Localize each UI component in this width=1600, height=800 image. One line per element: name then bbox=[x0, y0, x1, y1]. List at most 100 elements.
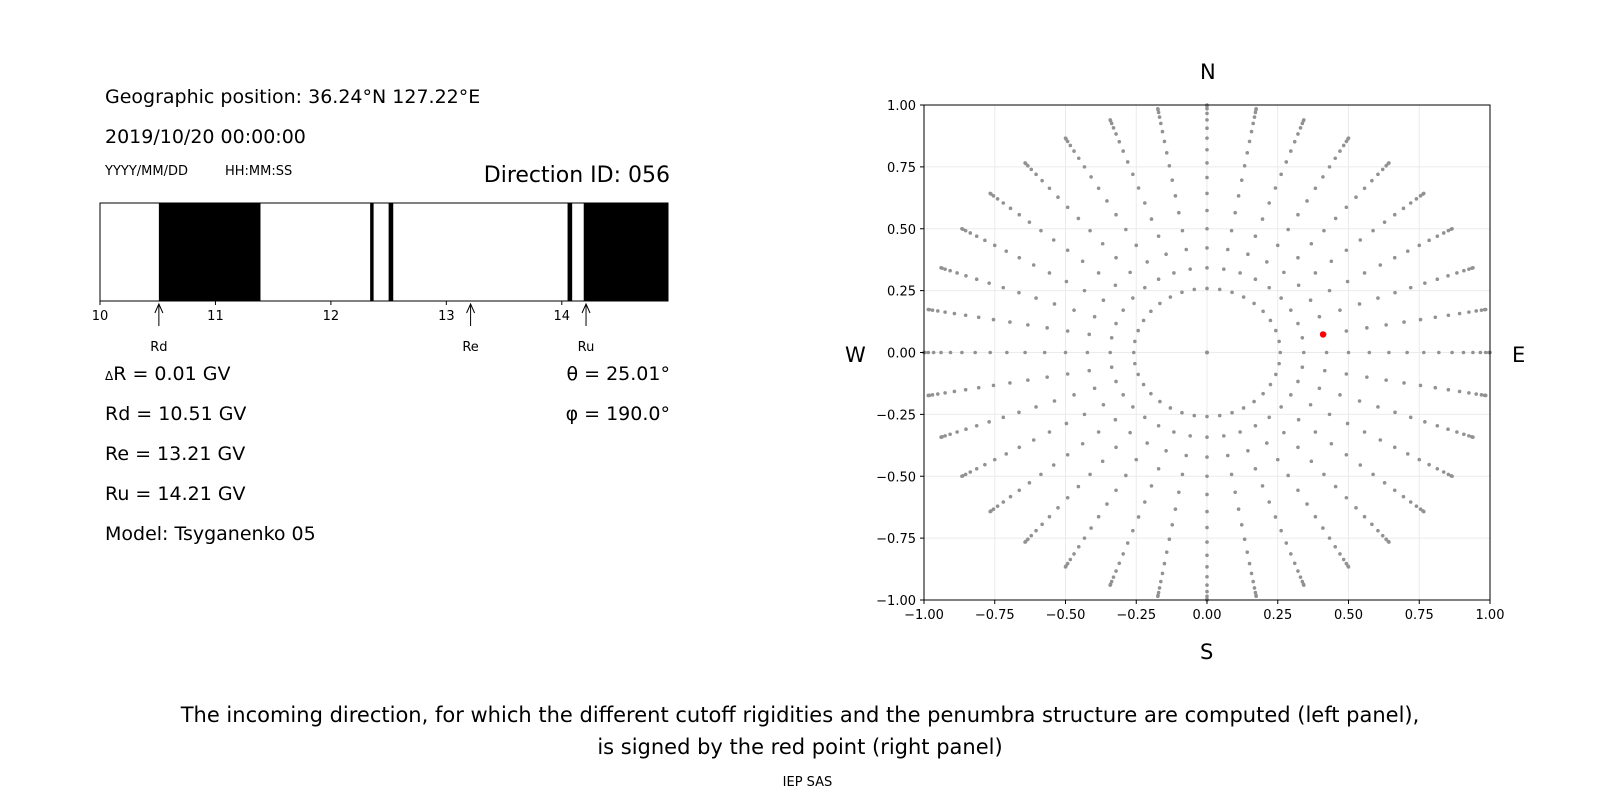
grid-point bbox=[1133, 339, 1137, 344]
delta-r-text: R = 0.01 GV bbox=[113, 363, 231, 385]
grid-point bbox=[1023, 540, 1027, 544]
grid-point bbox=[1205, 136, 1209, 140]
grid-point bbox=[1305, 199, 1309, 203]
marker-arrow-head bbox=[466, 302, 476, 314]
grid-point bbox=[1483, 350, 1488, 355]
grid-point bbox=[1421, 350, 1426, 355]
grid-point bbox=[1321, 175, 1325, 179]
grid-point bbox=[1096, 430, 1101, 434]
grid-point bbox=[1156, 590, 1161, 595]
grid-point bbox=[1239, 523, 1244, 527]
grid-point bbox=[1233, 490, 1237, 495]
grid-point bbox=[1087, 368, 1092, 373]
grid-point bbox=[1064, 421, 1069, 426]
grid-point bbox=[1357, 302, 1362, 306]
grid-point bbox=[1131, 172, 1135, 177]
grid-point bbox=[1142, 201, 1147, 205]
grid-point bbox=[1435, 277, 1440, 281]
grid-point bbox=[1149, 309, 1153, 314]
grid-point bbox=[935, 309, 940, 313]
x-tick-label: −0.25 bbox=[1116, 608, 1156, 623]
phi-value: φ = 190.0° bbox=[565, 403, 670, 425]
grid-point bbox=[1205, 126, 1209, 130]
grid-point bbox=[1249, 571, 1254, 576]
grid-point bbox=[1370, 178, 1374, 183]
grid-point bbox=[1282, 430, 1286, 435]
grid-point bbox=[1384, 323, 1388, 327]
grid-point bbox=[1088, 472, 1092, 477]
grid-point bbox=[1177, 210, 1181, 215]
grid-point bbox=[1268, 382, 1273, 387]
grid-point bbox=[1367, 350, 1372, 355]
grid-point bbox=[974, 234, 979, 239]
grid-point bbox=[1141, 318, 1146, 323]
grid-point bbox=[1131, 350, 1136, 355]
grid-point bbox=[1273, 515, 1278, 519]
grid-point bbox=[1149, 484, 1154, 488]
grid-point bbox=[1292, 561, 1297, 566]
grid-point bbox=[1111, 126, 1116, 130]
grid-point bbox=[1461, 350, 1466, 355]
grid-point bbox=[1313, 430, 1318, 434]
grid-point bbox=[1317, 314, 1322, 319]
grid-point bbox=[1031, 263, 1036, 267]
grid-point bbox=[1433, 315, 1438, 320]
grid-point bbox=[1076, 156, 1081, 161]
grid-point bbox=[1149, 217, 1154, 221]
grid-point bbox=[1252, 115, 1257, 119]
grid-point bbox=[1321, 526, 1325, 530]
x-tick-label: 12 bbox=[323, 309, 340, 324]
grid-point bbox=[943, 434, 947, 438]
grid-point bbox=[948, 350, 953, 355]
grid-point bbox=[1301, 118, 1306, 122]
grid-point bbox=[1474, 309, 1479, 313]
grid-point bbox=[1265, 260, 1269, 264]
grid-point bbox=[1017, 212, 1022, 217]
grid-point bbox=[1462, 432, 1466, 437]
grid-point bbox=[1051, 463, 1056, 467]
grid-point bbox=[1387, 161, 1391, 165]
grid-point bbox=[1365, 375, 1369, 379]
grid-point bbox=[1125, 541, 1130, 545]
grid-point bbox=[960, 350, 964, 355]
grid-point bbox=[1284, 541, 1289, 545]
grid-point bbox=[1344, 329, 1349, 333]
grid-point bbox=[1242, 163, 1247, 168]
grid-point bbox=[1441, 470, 1446, 474]
grid-point bbox=[1156, 277, 1161, 281]
grid-point bbox=[974, 277, 979, 281]
grid-point bbox=[995, 197, 1000, 201]
grid-point bbox=[939, 435, 943, 439]
date-format-label: YYYY/MM/DD bbox=[105, 164, 188, 179]
grid-point bbox=[1324, 350, 1329, 355]
grid-point bbox=[1327, 288, 1332, 293]
grid-point bbox=[1188, 267, 1192, 271]
grid-point bbox=[1136, 372, 1140, 377]
grid-point bbox=[1327, 165, 1332, 169]
grid-point bbox=[1254, 106, 1258, 111]
grid-point bbox=[1423, 420, 1427, 424]
grid-point bbox=[1029, 167, 1034, 172]
grid-point bbox=[1471, 435, 1475, 439]
grid-point bbox=[1317, 386, 1322, 391]
grid-point bbox=[1222, 434, 1226, 438]
grid-point bbox=[943, 310, 947, 314]
grid-point bbox=[1450, 474, 1454, 479]
grid-point bbox=[1344, 248, 1349, 253]
grid-point bbox=[1414, 197, 1419, 201]
grid-point bbox=[1260, 217, 1265, 221]
grid-point bbox=[1089, 526, 1093, 530]
grid-point bbox=[1467, 310, 1471, 314]
grid-point bbox=[1230, 410, 1234, 415]
grid-point bbox=[1277, 339, 1281, 344]
grid-point bbox=[939, 266, 943, 270]
grid-point bbox=[991, 317, 996, 322]
grid-point bbox=[1333, 484, 1338, 489]
grid-point bbox=[1333, 544, 1338, 549]
grid-point bbox=[1284, 160, 1289, 164]
grid-point bbox=[1245, 151, 1250, 155]
grid-point bbox=[1068, 557, 1073, 562]
grid-point bbox=[1289, 552, 1293, 556]
grid-point bbox=[1418, 317, 1423, 322]
grid-point bbox=[1408, 285, 1413, 290]
